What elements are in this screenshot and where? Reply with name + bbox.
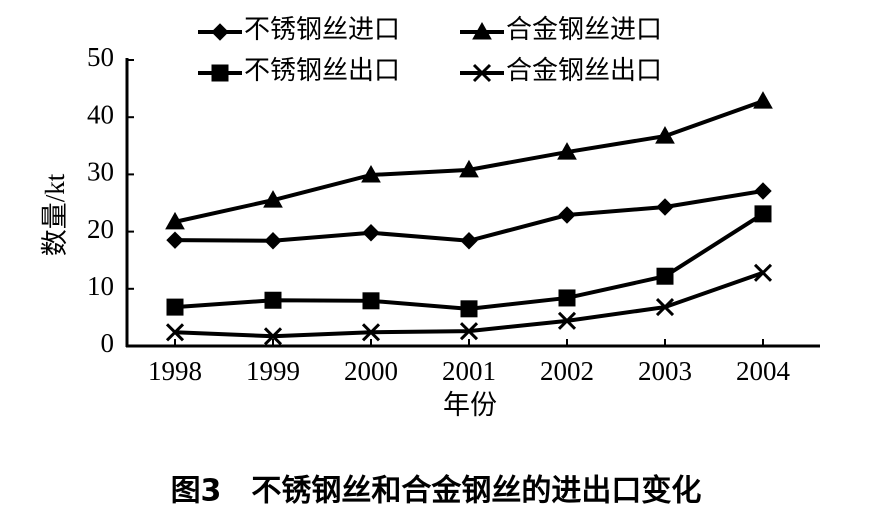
marker xyxy=(362,224,380,242)
marker xyxy=(558,206,576,224)
x-tick-label: 2001 xyxy=(442,356,496,386)
marker xyxy=(656,267,674,285)
marker xyxy=(264,291,282,309)
marker xyxy=(558,289,576,307)
y-tick-label: 20 xyxy=(87,214,114,244)
marker xyxy=(361,164,381,183)
x-tick-label: 1998 xyxy=(148,356,202,386)
marker xyxy=(753,91,773,109)
marker xyxy=(165,211,185,230)
marker xyxy=(264,232,282,250)
marker xyxy=(557,142,577,160)
marker xyxy=(263,190,283,208)
marker xyxy=(165,323,185,342)
x-tick-label: 2003 xyxy=(638,356,692,386)
legend-label: 不锈钢丝进口 xyxy=(244,15,400,44)
y-axis-label: 数量/kt xyxy=(40,173,70,256)
marker xyxy=(754,205,772,223)
x-tick-label: 2000 xyxy=(344,356,398,386)
x-axis-label: 年份 xyxy=(443,390,497,420)
marker xyxy=(211,23,229,41)
x-tick-label: 1999 xyxy=(246,356,300,386)
marker xyxy=(655,126,675,144)
marker xyxy=(460,232,478,250)
caption: 图3 不锈钢丝和合金钢丝的进出口变化 xyxy=(171,474,702,509)
marker xyxy=(753,263,773,282)
marker xyxy=(361,323,381,342)
marker xyxy=(362,292,380,310)
legend-label: 合金钢丝出口 xyxy=(506,56,662,85)
marker xyxy=(472,63,492,83)
x-tick-label: 2002 xyxy=(540,356,594,386)
marker xyxy=(211,64,229,82)
marker xyxy=(459,322,479,341)
marker xyxy=(656,198,674,216)
marker xyxy=(472,21,492,40)
marker xyxy=(460,300,478,318)
marker xyxy=(459,159,479,178)
marker xyxy=(263,327,283,346)
marker xyxy=(166,298,184,316)
y-tick-label: 50 xyxy=(87,42,114,72)
y-tick-label: 30 xyxy=(87,157,114,187)
marker xyxy=(166,231,184,249)
marker xyxy=(754,182,772,200)
x-tick-label: 2004 xyxy=(736,356,791,386)
marker xyxy=(557,311,577,330)
y-tick-label: 40 xyxy=(87,99,114,129)
series-line xyxy=(174,212,765,311)
legend-label: 不锈钢丝出口 xyxy=(244,56,400,85)
marker xyxy=(655,298,675,317)
legend-label: 合金钢丝进口 xyxy=(506,15,662,44)
y-tick-label: 0 xyxy=(101,328,115,358)
y-tick-label: 10 xyxy=(87,271,114,301)
